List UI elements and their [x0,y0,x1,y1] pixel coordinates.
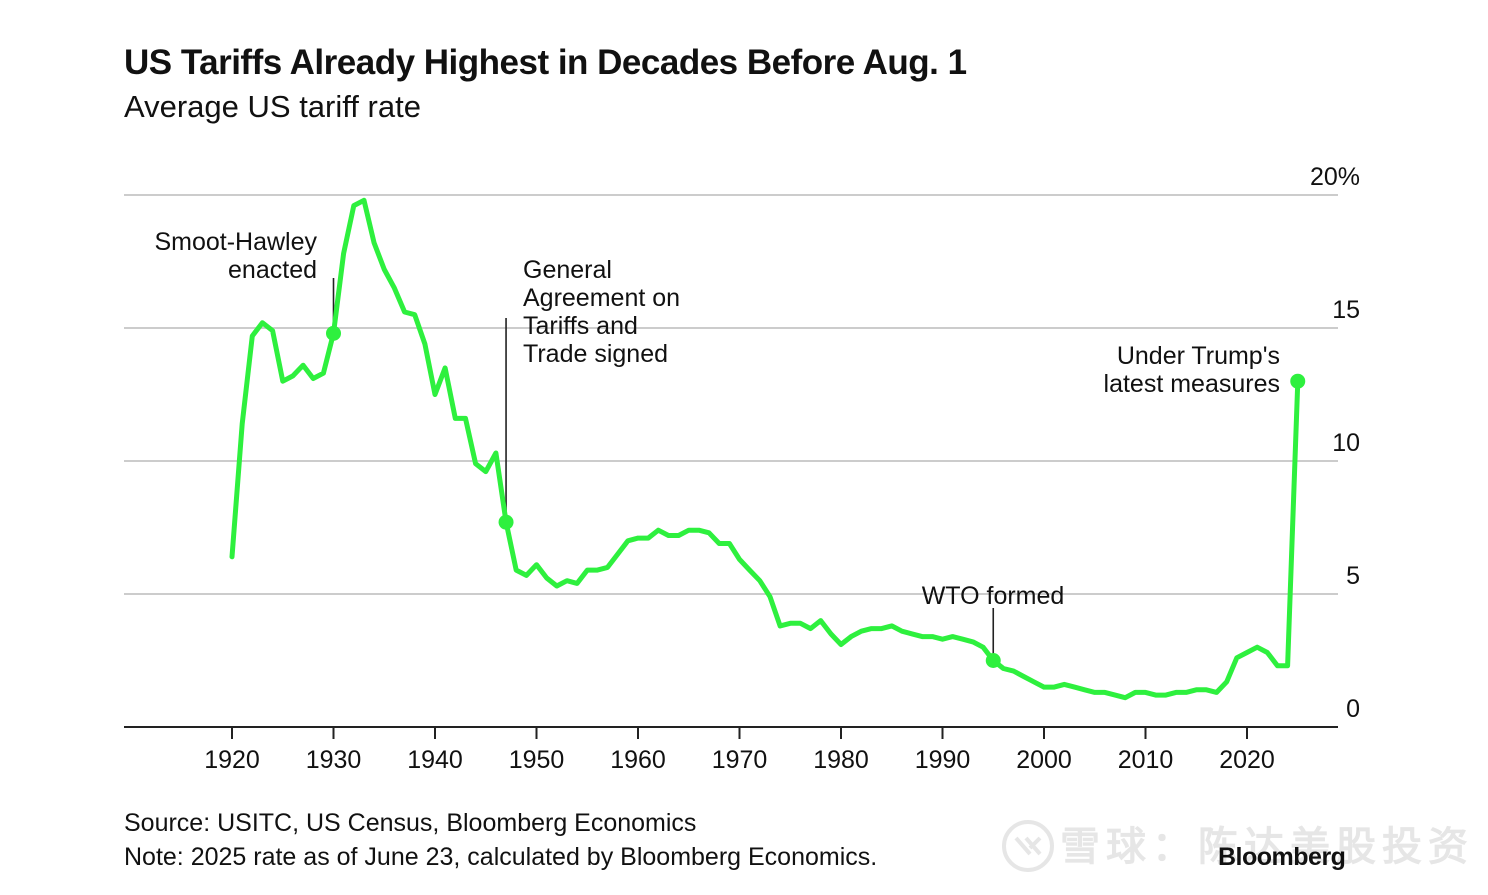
event-marker-dot [498,514,514,530]
y-tick-label: 15 [1332,296,1360,324]
x-tick-label: 1950 [509,746,565,774]
y-tick-label: 0 [1346,695,1360,723]
annotation-label: Trade signed [523,340,668,368]
annotation-label: WTO formed [922,582,1065,610]
annotation-label: enacted [228,256,317,284]
x-tick-label: 1930 [306,746,362,774]
y-tick-label: 10 [1332,429,1360,457]
annotation-label: latest measures [1104,370,1280,398]
x-tick-label: 1970 [712,746,768,774]
event-marker-dot [326,325,341,341]
watermark-logo-icon [1002,820,1054,872]
annotation-label: Agreement on [523,284,680,312]
x-tick-label: 2010 [1118,746,1174,774]
event-marker-dot [1290,373,1306,389]
watermark: 雪球：陈达美股投资 [1000,818,1468,878]
annotation-leaders [332,278,995,661]
chart-title: US Tariffs Already Highest in Decades Be… [124,43,967,82]
watermark-text: 雪球：陈达美股投资 [1060,825,1474,869]
y-axis-tick-labels: 0 5 10 15 20% [1310,163,1360,723]
x-axis-ticks: 1920 1930 1940 1950 1960 1970 1980 1990 2000 2010… [204,727,1275,774]
annotation-label: Tariffs and [523,312,638,340]
x-tick-label: 2020 [1219,746,1275,774]
x-tick-label: 1920 [204,746,260,774]
tariff-rate-line [229,197,1301,701]
event-markers [326,325,1306,668]
x-tick-label: 1990 [915,746,971,774]
bloomberg-logo: Bloomberg [1218,843,1346,871]
y-tick-label: 5 [1346,562,1360,590]
annotation-label: General [523,256,612,284]
annotation-label: Under Trump's [1117,342,1280,370]
chart-subtitle: Average US tariff rate [124,89,421,124]
x-tick-label: 1960 [610,746,666,774]
gridlines [124,194,1338,595]
annotation-label: Smoot-Hawley [154,228,317,256]
methodology-note: Note: 2025 rate as of June 23, calculate… [124,843,878,871]
source-note: Source: USITC, US Census, Bloomberg Econ… [124,809,697,837]
x-tick-label: 1980 [813,746,869,774]
x-tick-label: 1940 [407,746,463,774]
y-tick-label: 20% [1310,163,1360,191]
x-tick-label: 2000 [1016,746,1072,774]
event-marker-dot [985,653,1001,668]
